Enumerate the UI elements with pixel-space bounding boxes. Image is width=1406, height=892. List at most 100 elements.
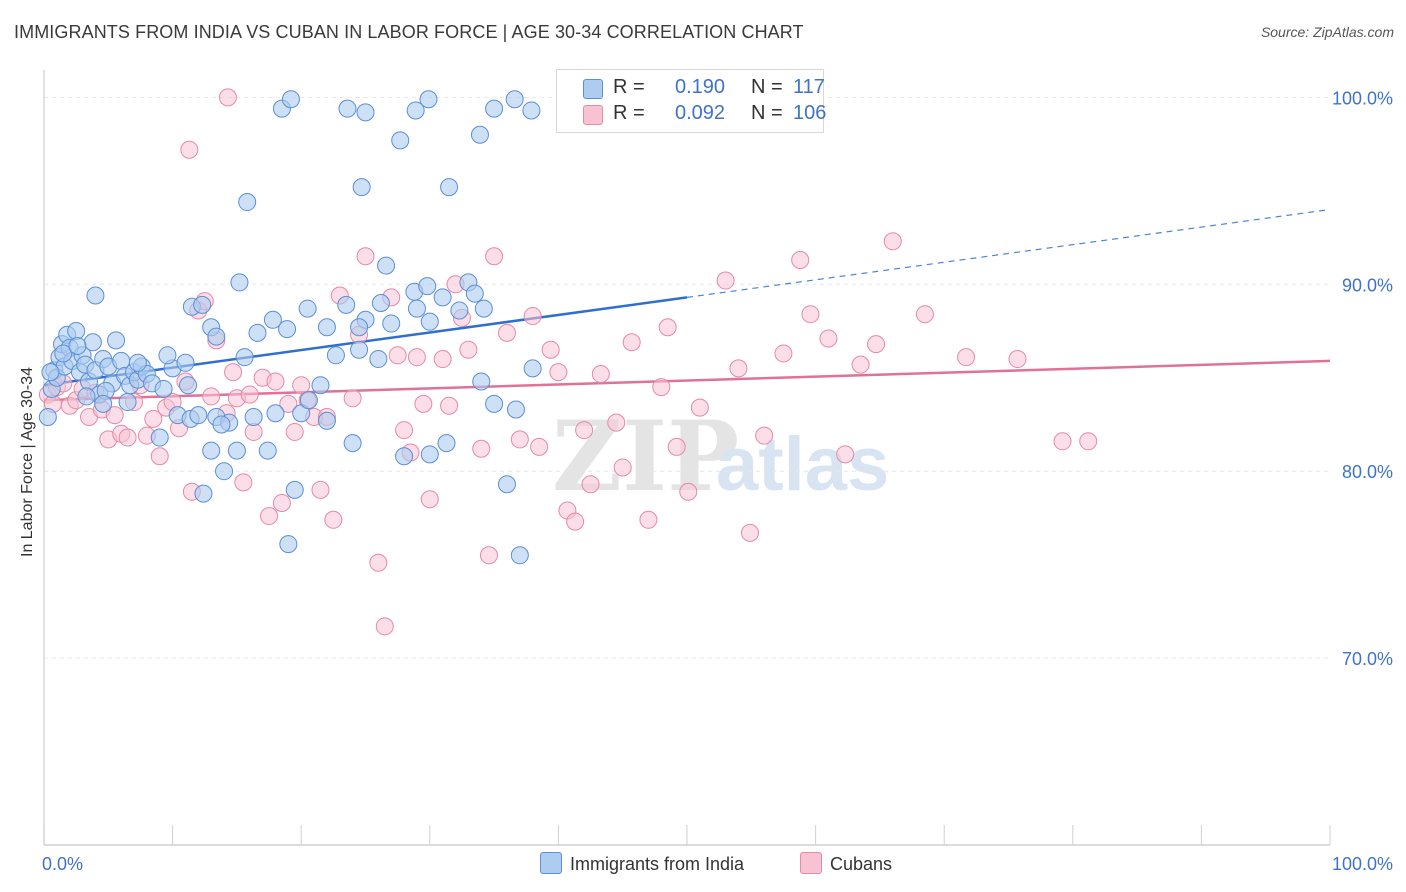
cuba-point <box>414 394 433 413</box>
india-point <box>418 277 437 296</box>
x-tick-label-min: 0.0% <box>42 854 83 874</box>
india-point <box>350 318 369 337</box>
india-point <box>465 284 484 303</box>
india-point <box>377 256 396 275</box>
india-point <box>338 99 357 118</box>
cuba-point <box>541 340 560 359</box>
india-point <box>350 340 369 359</box>
india-point <box>107 331 126 350</box>
india-point <box>41 363 60 382</box>
india-point <box>281 90 300 109</box>
y-tick-label: 80.0% <box>1342 462 1393 482</box>
cuba-point <box>716 271 735 290</box>
india-point <box>86 286 105 305</box>
india-point <box>419 90 438 109</box>
cuba-point <box>218 88 237 107</box>
india-point <box>485 394 504 413</box>
india-point <box>356 103 375 122</box>
india-point <box>67 322 86 341</box>
legend-n-label: N = <box>751 76 783 98</box>
tick-labels: 0.0% 100.0% 70.0% 80.0% 90.0% 100.0% <box>42 88 1393 874</box>
cuba-point <box>729 359 748 378</box>
cuba-point <box>497 323 516 342</box>
india-point <box>118 393 137 412</box>
legend-n-label: N = <box>751 102 783 124</box>
india-point <box>420 445 439 464</box>
india-point <box>406 101 425 120</box>
cuba-point <box>755 426 774 445</box>
cuba-point <box>479 546 498 565</box>
cuba-point <box>459 340 478 359</box>
india-point <box>258 441 277 460</box>
cuba-point <box>279 394 298 413</box>
cuba-point <box>774 344 793 363</box>
india-point <box>128 353 147 372</box>
y-tick-label: 70.0% <box>1342 649 1393 669</box>
cuba-point <box>180 140 199 159</box>
cuba-point <box>433 350 452 369</box>
india-point <box>391 131 410 150</box>
cuba-point <box>523 307 542 326</box>
india-point <box>510 546 529 565</box>
legend-cuba-label: Cubans <box>830 854 893 874</box>
cuba-point <box>613 458 632 477</box>
india-point <box>343 434 362 453</box>
cuba-point <box>234 473 253 492</box>
chart-title: IMMIGRANTS FROM INDIA VS CUBAN IN LABOR … <box>14 22 804 42</box>
india-point <box>248 323 267 342</box>
cuba-point <box>240 385 259 404</box>
india-point <box>77 387 96 406</box>
cuba-point <box>388 346 407 365</box>
cuba-point <box>510 430 529 449</box>
india-point <box>189 406 208 425</box>
legend-r-value: 0.092 <box>675 102 726 124</box>
india-point <box>522 101 541 120</box>
legend-n-value: 117 <box>793 76 825 98</box>
india-point <box>238 193 257 212</box>
india-point <box>440 178 459 197</box>
india-point <box>279 535 298 554</box>
cuba-point <box>957 348 976 367</box>
legend-india-label: Immigrants from India <box>570 854 745 874</box>
watermark-zip: ZIP <box>552 400 739 513</box>
india-point <box>337 295 356 314</box>
india-point <box>472 372 491 391</box>
india-point <box>326 346 345 365</box>
axes <box>43 70 1331 846</box>
legend-r-label: R = <box>613 76 645 98</box>
cuba-point <box>836 445 855 464</box>
india-point <box>285 480 304 499</box>
cuba-point <box>607 413 626 432</box>
cuba-point <box>639 510 658 529</box>
india-point <box>54 344 73 363</box>
india-point <box>194 484 213 503</box>
cuba-point <box>472 439 491 458</box>
cuba-point <box>272 493 291 512</box>
cubans-points <box>38 88 1098 636</box>
cuba-point <box>591 365 610 383</box>
cuba-point <box>375 617 394 636</box>
india-point <box>506 400 525 419</box>
india-point <box>68 336 87 355</box>
india-point <box>317 318 336 337</box>
cuba-point <box>622 333 641 352</box>
cuba-point <box>867 335 886 354</box>
x-tick-label-max: 100.0% <box>1332 854 1393 874</box>
india-point <box>263 310 282 329</box>
cuba-point <box>260 507 279 526</box>
cuba-swatch-icon <box>583 105 603 125</box>
cuba-point <box>791 250 810 269</box>
india-point <box>298 299 317 318</box>
india-trend-extension <box>686 208 1331 298</box>
cuba-point <box>118 428 137 447</box>
cuba-point <box>395 421 414 440</box>
india-point <box>369 350 388 369</box>
cuba-point <box>801 305 820 324</box>
cuba-point <box>485 247 504 266</box>
cuba-point <box>581 475 600 494</box>
india-point <box>38 407 57 426</box>
cuba-point <box>1079 432 1098 451</box>
cuba-point <box>420 490 439 509</box>
india-point <box>470 125 489 144</box>
